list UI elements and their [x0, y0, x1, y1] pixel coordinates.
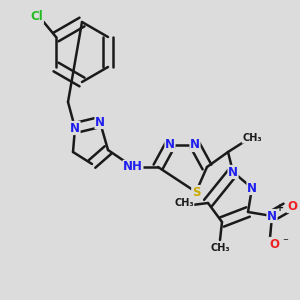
- Text: N: N: [165, 139, 175, 152]
- Text: CH₃: CH₃: [210, 243, 230, 253]
- Text: N: N: [228, 166, 238, 178]
- Text: CH₃: CH₃: [174, 198, 194, 208]
- Text: N: N: [267, 209, 277, 223]
- Text: N: N: [70, 122, 80, 134]
- Text: N: N: [190, 139, 200, 152]
- Text: S: S: [192, 185, 200, 199]
- Text: NH: NH: [123, 160, 143, 173]
- Text: N: N: [247, 182, 257, 194]
- Text: CH₃: CH₃: [242, 133, 262, 143]
- Text: N: N: [95, 116, 105, 128]
- Text: ⁻: ⁻: [282, 237, 288, 247]
- Text: Cl: Cl: [31, 11, 44, 23]
- Text: +: +: [276, 203, 284, 213]
- Text: O: O: [287, 200, 297, 212]
- Text: O: O: [269, 238, 279, 250]
